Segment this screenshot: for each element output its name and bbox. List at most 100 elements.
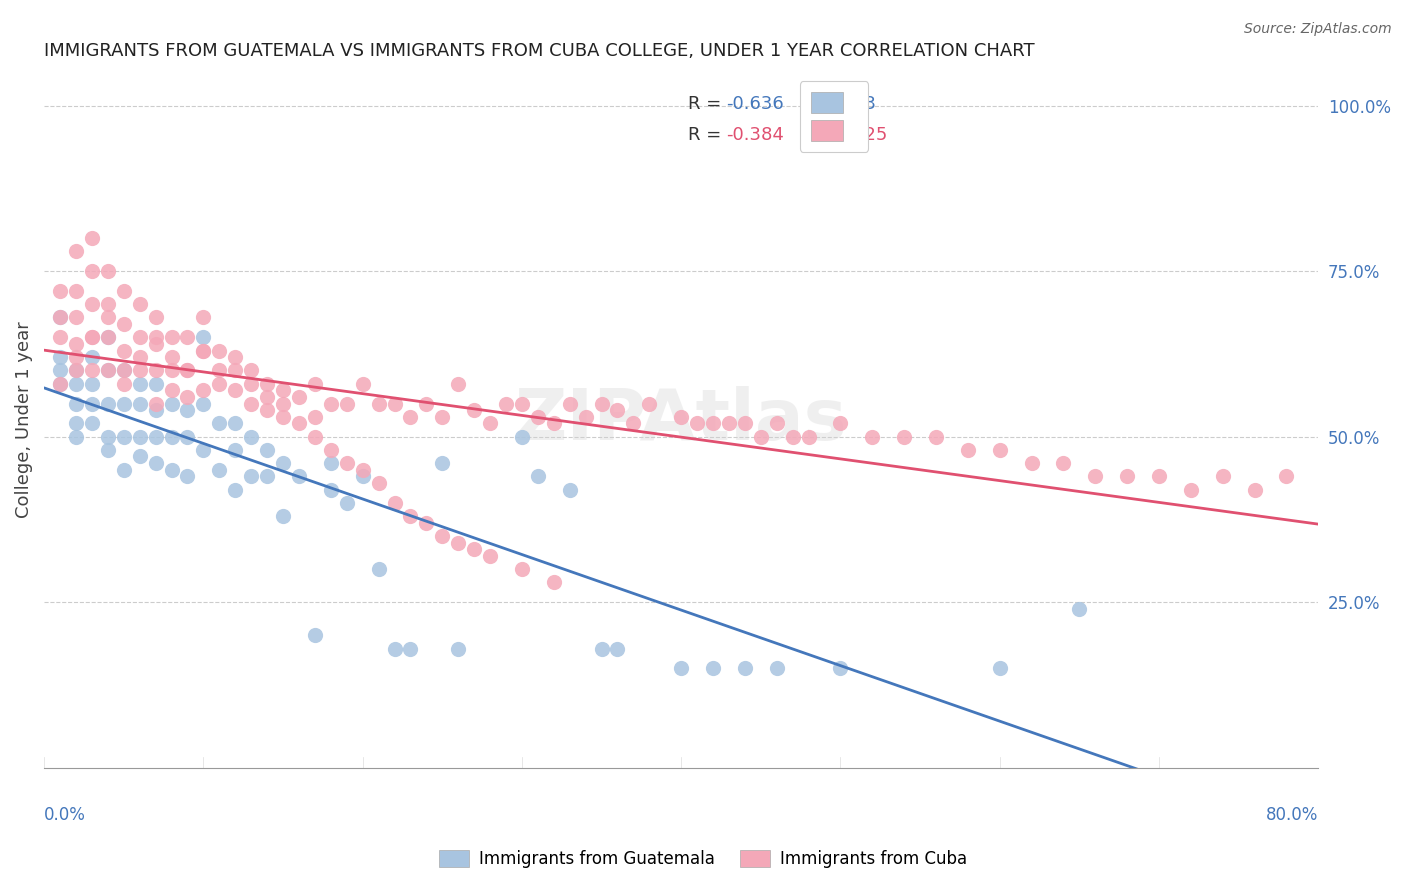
Point	[208, 417, 231, 431]
Point	[495, 396, 517, 410]
Point	[97, 429, 120, 443]
Point	[80, 297, 103, 311]
Point	[432, 456, 454, 470]
Point	[176, 390, 198, 404]
Text: 0.0%: 0.0%	[44, 806, 86, 824]
Point	[510, 429, 533, 443]
Point	[65, 363, 87, 377]
Point	[97, 297, 120, 311]
Point	[193, 330, 215, 344]
Point	[145, 429, 167, 443]
Point	[271, 456, 294, 470]
Point	[240, 396, 263, 410]
Point	[240, 363, 263, 377]
Point	[160, 363, 183, 377]
Point	[193, 343, 215, 358]
Point	[463, 403, 485, 417]
Point	[112, 363, 135, 377]
Point	[240, 376, 263, 391]
Point	[160, 350, 183, 364]
Point	[319, 396, 342, 410]
Point	[193, 384, 215, 398]
Point	[112, 396, 135, 410]
Point	[288, 390, 311, 404]
Point	[97, 310, 120, 325]
Point	[80, 231, 103, 245]
Point	[463, 542, 485, 557]
Point	[112, 343, 135, 358]
Point	[319, 483, 342, 497]
Point	[224, 483, 246, 497]
Point	[112, 376, 135, 391]
Point	[1212, 469, 1234, 483]
Point	[160, 384, 183, 398]
Point	[1180, 483, 1202, 497]
Text: -0.384: -0.384	[725, 126, 783, 144]
Point	[160, 429, 183, 443]
Y-axis label: College, Under 1 year: College, Under 1 year	[15, 322, 32, 518]
Text: ZIPAtlas: ZIPAtlas	[515, 385, 848, 455]
Point	[176, 429, 198, 443]
Point	[193, 310, 215, 325]
Point	[1021, 456, 1043, 470]
Point	[271, 396, 294, 410]
Point	[65, 337, 87, 351]
Point	[1243, 483, 1265, 497]
Point	[702, 417, 724, 431]
Point	[97, 330, 120, 344]
Point	[352, 463, 374, 477]
Point	[543, 417, 565, 431]
Point	[112, 363, 135, 377]
Point	[145, 403, 167, 417]
Point	[128, 330, 150, 344]
Point	[80, 330, 103, 344]
Point	[256, 442, 278, 457]
Point	[558, 483, 581, 497]
Point	[734, 417, 756, 431]
Point	[145, 337, 167, 351]
Point	[160, 463, 183, 477]
Point	[176, 363, 198, 377]
Point	[447, 535, 470, 549]
Point	[479, 549, 502, 563]
Point	[782, 429, 804, 443]
Text: -0.636: -0.636	[725, 95, 783, 112]
Text: IMMIGRANTS FROM GUATEMALA VS IMMIGRANTS FROM CUBA COLLEGE, UNDER 1 YEAR CORRELAT: IMMIGRANTS FROM GUATEMALA VS IMMIGRANTS …	[44, 42, 1035, 60]
Point	[988, 661, 1011, 675]
Point	[128, 396, 150, 410]
Point	[208, 463, 231, 477]
Point	[527, 409, 550, 424]
Point	[319, 456, 342, 470]
Point	[432, 409, 454, 424]
Point	[97, 363, 120, 377]
Point	[160, 330, 183, 344]
Point	[686, 417, 709, 431]
Point	[145, 363, 167, 377]
Point	[145, 456, 167, 470]
Point	[543, 575, 565, 590]
Point	[717, 417, 740, 431]
Point	[80, 376, 103, 391]
Point	[240, 429, 263, 443]
Point	[367, 562, 389, 576]
Point	[304, 376, 326, 391]
Point	[65, 284, 87, 298]
Text: 73: 73	[853, 95, 876, 112]
Point	[669, 661, 692, 675]
Point	[49, 350, 72, 364]
Point	[893, 429, 915, 443]
Point	[399, 409, 422, 424]
Point	[606, 403, 628, 417]
Point	[352, 376, 374, 391]
Point	[415, 516, 437, 530]
Point	[97, 264, 120, 278]
Point	[336, 456, 359, 470]
Point	[112, 284, 135, 298]
Legend: Immigrants from Guatemala, Immigrants from Cuba: Immigrants from Guatemala, Immigrants fr…	[432, 843, 974, 875]
Point	[49, 363, 72, 377]
Point	[860, 429, 883, 443]
Point	[304, 628, 326, 642]
Point	[224, 384, 246, 398]
Point	[65, 363, 87, 377]
Point	[49, 330, 72, 344]
